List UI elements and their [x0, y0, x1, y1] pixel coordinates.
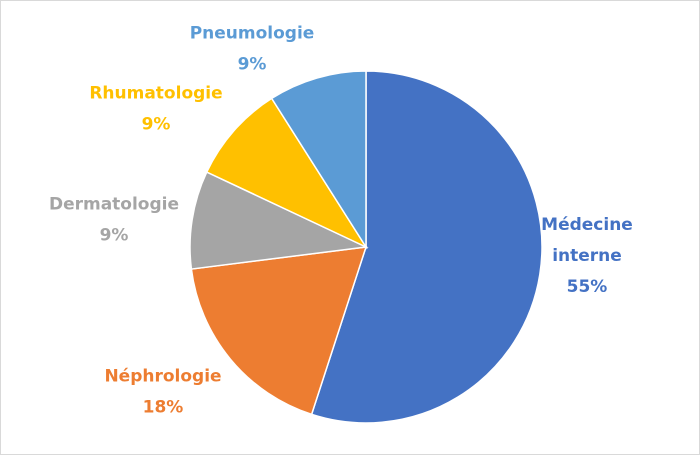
data-label-nephrologie: Néphrologie 18%	[104, 367, 221, 418]
pie-slice-nephrologie	[190, 246, 368, 416]
data-label-category: Dermatologie	[49, 195, 179, 215]
data-label-value: 9%	[100, 226, 129, 246]
pie-slice-medecine-interne	[310, 70, 543, 424]
pie-slice-dermatologie	[189, 171, 369, 270]
data-label-pneumologie: Pneumologie 9%	[190, 24, 315, 75]
data-label-rhumatologie: Rhumatologie 9%	[89, 84, 222, 135]
data-label-value: 9%	[238, 55, 267, 75]
data-label-category: interne	[552, 246, 622, 266]
pie-slice-pneumologie	[270, 70, 367, 250]
data-label-value: 18%	[143, 398, 184, 418]
data-label-category: Pneumologie	[190, 24, 315, 44]
data-label-value: 55%	[567, 277, 608, 297]
data-label-medecine-interne: Médecine interne 55%	[541, 215, 633, 297]
data-label-value: 9%	[142, 115, 171, 135]
data-label-category: Néphrologie	[104, 367, 221, 387]
data-label-dermatologie: Dermatologie 9%	[49, 195, 179, 246]
pie-slice-rhumatologie	[205, 97, 369, 249]
data-label-category: Médecine	[541, 215, 633, 235]
data-label-category: Rhumatologie	[89, 84, 222, 104]
